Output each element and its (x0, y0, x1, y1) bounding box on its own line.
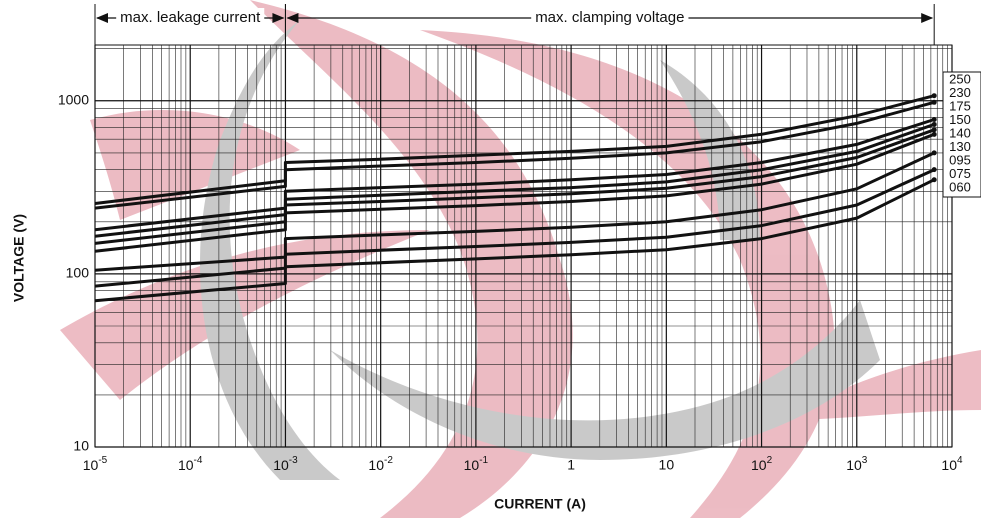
x-tick-base: 10 (368, 457, 384, 473)
x-tick-base: 10 (751, 457, 767, 473)
x-tick-exponent: 2 (767, 455, 773, 466)
label-box (942, 71, 981, 198)
series-label: 230 (949, 85, 971, 100)
curve-end-dot (931, 99, 937, 105)
curve (94, 168, 935, 288)
x-tick-label: 1 (567, 457, 575, 473)
x-tick-label: 104 (941, 455, 963, 473)
x-tick-exponent: -5 (98, 455, 107, 466)
curve-end-dot (931, 167, 937, 173)
x-tick-exponent: -4 (194, 455, 203, 466)
y-tick-label: 1000 (58, 91, 89, 107)
series-label: 075 (949, 166, 971, 181)
curve-end-dot (931, 116, 937, 122)
y-tick-label: 10 (73, 438, 89, 454)
annotation-text: max. clamping voltage (535, 9, 684, 26)
curve (94, 100, 935, 210)
y-tick-label: 100 (66, 265, 90, 281)
annotation-text: max. leakage current (120, 9, 261, 26)
x-tick-label: 10-1 (464, 455, 489, 473)
curve-end-dot (931, 93, 937, 99)
x-tick-label: 102 (751, 455, 773, 473)
series-label: 175 (949, 98, 971, 113)
curve (94, 132, 935, 253)
x-tick-base: 10 (83, 457, 99, 473)
series-label: 060 (949, 179, 971, 194)
curve-end-dot (931, 177, 937, 183)
curve-end-dot (931, 150, 937, 156)
arrow-head (921, 13, 934, 23)
x-axis-label: CURRENT (A) (494, 496, 586, 512)
curve-end-dot (931, 131, 937, 137)
x-tick-base: 10 (273, 457, 289, 473)
x-tick-base: 10 (178, 457, 194, 473)
x-tick-label: 10-3 (273, 455, 298, 473)
marks (94, 93, 937, 303)
x-tick-exponent: -1 (479, 455, 488, 466)
arrow-head (96, 13, 108, 23)
arrow-head (272, 13, 285, 23)
annotation-bg (531, 8, 689, 28)
curve (94, 178, 935, 303)
x-tick-base: 10 (941, 457, 957, 473)
y-axis-label: VOLTAGE (V) (11, 214, 27, 302)
x-tick-base: 10 (846, 457, 862, 473)
x-tick-exponent: -3 (289, 455, 298, 466)
x-tick-base: 10 (464, 457, 480, 473)
series-label: 150 (949, 112, 971, 127)
x-tick-label: 10 (659, 457, 675, 473)
x-tick-label: 10-4 (178, 455, 203, 473)
curve (94, 151, 935, 272)
series-label: 095 (949, 152, 971, 167)
arrow-head (286, 13, 299, 23)
watermark (60, 0, 981, 518)
x-tick-label: 103 (846, 455, 868, 473)
x-tick-exponent: 3 (862, 455, 868, 466)
x-tick-label: 10-5 (83, 455, 108, 473)
curve-end-dot (931, 121, 937, 127)
curve-end-dot (931, 127, 937, 133)
series-label: 140 (949, 125, 971, 140)
series-label: 130 (949, 139, 971, 154)
x-tick-exponent: 4 (957, 455, 963, 466)
x-tick-exponent: -2 (384, 455, 393, 466)
annotation-bg (116, 8, 265, 28)
series-label: 250 (949, 71, 971, 86)
x-tick-label: 10-2 (368, 455, 393, 473)
